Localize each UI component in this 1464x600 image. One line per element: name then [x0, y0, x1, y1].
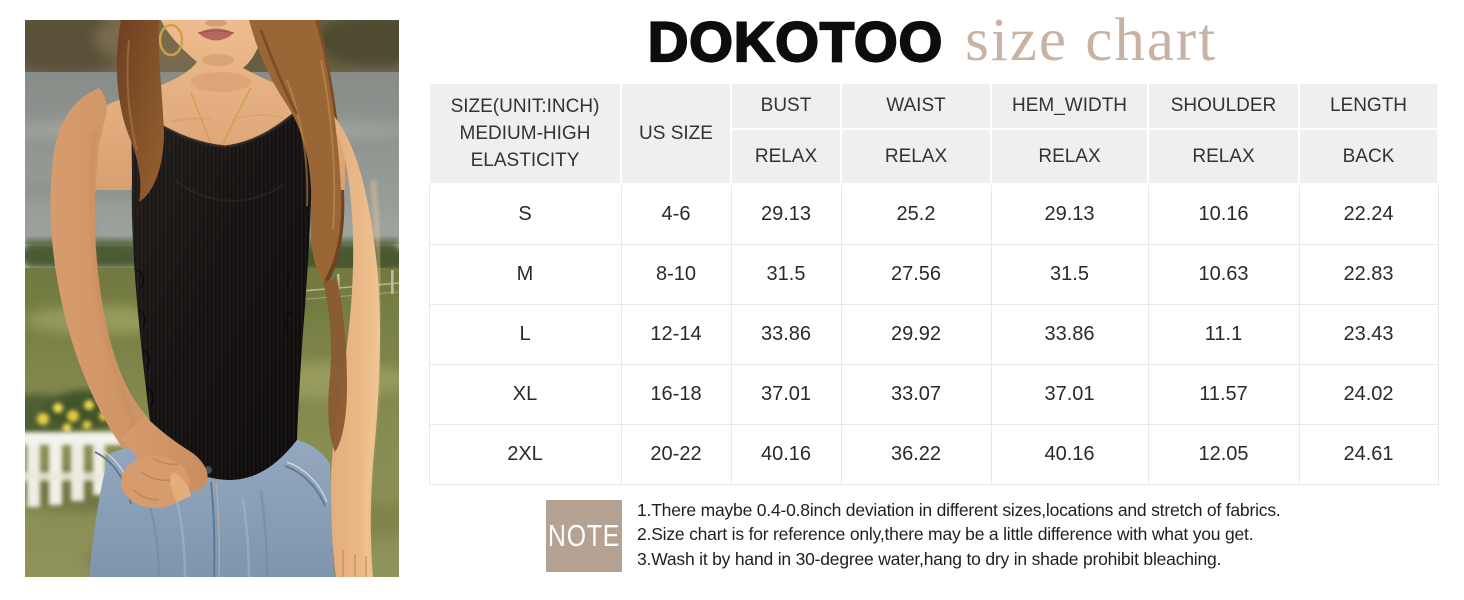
size-cell: S	[428, 183, 622, 245]
us-size-cell: 4-6	[620, 183, 732, 245]
header-us-size-cell: US SIZE	[620, 82, 732, 185]
header-shoulder: SHOULDER	[1147, 82, 1300, 130]
size-cell: 2XL	[428, 423, 622, 485]
length-cell: 23.43	[1298, 303, 1439, 365]
bust-cell: 37.01	[730, 363, 842, 425]
header-waist: WAIST	[840, 82, 992, 130]
brand-name: DOKOTOO	[647, 8, 944, 73]
header-size-unit-cell: SIZE(UNIT:INCH) MEDIUM-HIGH ELASTICITY	[428, 82, 622, 185]
note-list: 1.There maybe 0.4-0.8inch deviation in d…	[637, 498, 1367, 571]
shoulder-cell: 11.1	[1147, 303, 1300, 365]
table-row-m: M 8-10 31.5 27.56 31.5 10.63 22.83	[428, 243, 1439, 305]
header-length: LENGTH	[1298, 82, 1439, 130]
tank-top	[129, 101, 313, 480]
waist-cell: 29.92	[840, 303, 992, 365]
table-row-xl: XL 16-18 37.01 33.07 37.01 11.57 24.02	[428, 363, 1439, 425]
hair-right	[249, 20, 342, 282]
table-row-l: L 12-14 33.86 29.92 33.86 11.1 23.43	[428, 303, 1439, 365]
length-cell: 24.02	[1298, 363, 1439, 425]
note-item: 3.Wash it by hand in 30-degree water,han…	[637, 548, 1222, 569]
bust-cell: 31.5	[730, 243, 842, 305]
waist-cell: 25.2	[840, 183, 992, 245]
hem-cell: 31.5	[990, 243, 1149, 305]
subheader-shoulder-relax: RELAX	[1147, 128, 1300, 185]
bust-cell: 29.13	[730, 183, 842, 245]
shoulder-cell: 12.05	[1147, 423, 1300, 485]
shoulder-cell: 10.16	[1147, 183, 1300, 245]
note-item: 1.There maybe 0.4-0.8inch deviation in d…	[637, 500, 1281, 520]
subheader-hem-relax: RELAX	[990, 128, 1149, 185]
note-badge: NOTE	[546, 500, 622, 572]
right-arm	[307, 103, 380, 577]
hem-cell: 33.86	[990, 303, 1149, 365]
note-item: 2.Size chart is for reference only,there…	[637, 524, 1254, 545]
length-cell: 22.24	[1298, 183, 1439, 245]
hem-cell: 40.16	[990, 423, 1149, 485]
us-size-cell: 20-22	[620, 423, 732, 485]
length-cell: 24.61	[1298, 423, 1439, 485]
size-cell: L	[428, 303, 622, 365]
table-row-2xl: 2XL 20-22 40.16 36.22 40.16 12.05 24.61	[428, 423, 1439, 485]
size-cell: M	[428, 243, 622, 305]
page-title: DOKOTOO size chart	[428, 0, 1437, 82]
waist-cell: 33.07	[840, 363, 992, 425]
hem-cell: 37.01	[990, 363, 1149, 425]
shoulder-cell: 10.63	[1147, 243, 1300, 305]
header-hem-width: HEM_WIDTH	[990, 82, 1149, 130]
hair-left	[116, 20, 164, 202]
subheader-bust-relax: RELAX	[730, 128, 842, 185]
size-chart-title: size chart	[965, 7, 1218, 74]
size-cell: XL	[428, 363, 622, 425]
waist-cell: 36.22	[840, 423, 992, 485]
model	[50, 20, 382, 577]
size-chart-table: SIZE(UNIT:INCH) MEDIUM-HIGH ELASTICITY U…	[428, 82, 1439, 485]
header-bust: BUST	[730, 82, 842, 130]
us-size-cell: 12-14	[620, 303, 732, 365]
note-label: NOTE	[547, 518, 621, 553]
bust-cell: 33.86	[730, 303, 842, 365]
product-photo	[25, 20, 399, 577]
lips	[191, 20, 251, 92]
subheader-waist-relax: RELAX	[840, 128, 992, 185]
length-cell: 22.83	[1298, 243, 1439, 305]
waist-cell: 27.56	[840, 243, 992, 305]
shoulder-cell: 11.57	[1147, 363, 1300, 425]
yellow-flowers	[37, 400, 109, 433]
size-unit-label: SIZE(UNIT:INCH)	[450, 96, 600, 117]
subheader-length-back: BACK	[1298, 128, 1439, 185]
elasticity-label: MEDIUM-HIGH ELASTICITY	[459, 123, 591, 171]
us-size-cell: 8-10	[620, 243, 732, 305]
hem-cell: 29.13	[990, 183, 1149, 245]
picket-fence	[25, 432, 127, 507]
us-size-cell: 16-18	[620, 363, 732, 425]
bust-cell: 40.16	[730, 423, 842, 485]
left-arm	[50, 88, 206, 500]
left-hand	[121, 416, 208, 508]
table-row-s: S 4-6 29.13 25.2 29.13 10.16 22.24	[428, 183, 1439, 245]
